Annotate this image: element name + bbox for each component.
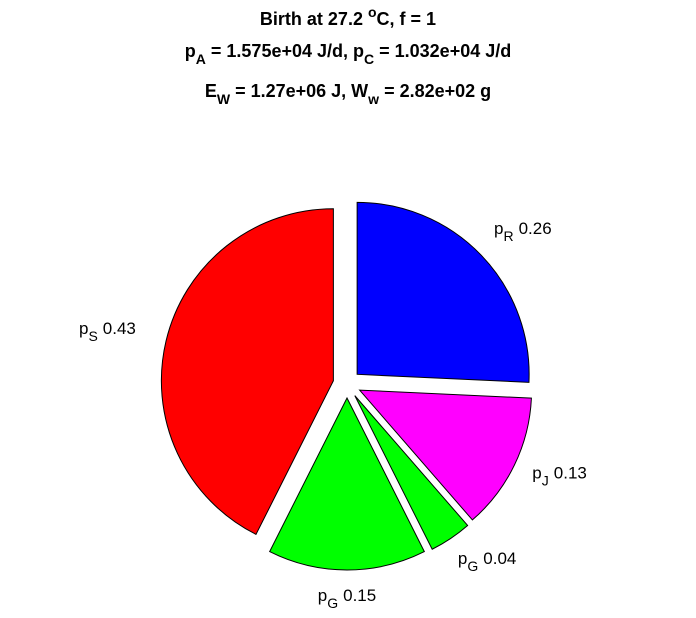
title-text: Birth at 27.2 [260,9,368,29]
label-value: 0.13 [554,464,587,483]
label-subscript: G [467,558,478,574]
superscript: o [368,4,377,20]
slice-label: pJ 0.13 [532,464,587,489]
label-value: 0.43 [103,319,136,338]
label-subscript: G [327,595,338,611]
label-subscript: S [88,328,97,344]
slice-label: pG 0.04 [458,549,516,574]
label-subscript: R [503,228,513,244]
subscript: C [364,51,374,67]
title-line: pA = 1.575e+04 J/d, pC = 1.032e+04 J/d [185,41,511,67]
label-value: 0.04 [483,549,516,568]
subscript: A [196,51,206,67]
title-text: E [205,81,217,101]
label-subscript: J [542,473,549,489]
pie-slice [358,389,532,521]
title-text: p [185,41,196,61]
slice-label: pS 0.43 [79,319,136,344]
pie-slice [354,395,469,550]
label-symbol: p [532,464,541,483]
label-symbol: p [458,549,467,568]
title-text: C, f = 1 [377,9,437,29]
title-text: = 1.032e+04 J/d [374,41,511,61]
pie-slice [160,208,334,536]
label-value: 0.15 [343,586,376,605]
title-text: = 1.27e+06 J, W [230,81,368,101]
label-value: 0.26 [519,219,552,238]
slice-label: pR 0.26 [494,219,552,244]
subscript: W [217,91,231,107]
title-text: = 2.82e+02 g [379,81,491,101]
title-line: Birth at 27.2 oC, f = 1 [260,4,436,29]
pie-slice [356,201,530,383]
subscript: w [367,91,379,107]
label-symbol: p [494,219,503,238]
title-text: = 1.575e+04 J/d, p [206,41,364,61]
slice-label: pG 0.15 [318,586,376,611]
label-symbol: p [318,586,327,605]
pie-slice [268,396,426,571]
label-symbol: p [79,319,88,338]
title-line: EW = 1.27e+06 J, Ww = 2.82e+02 g [205,81,491,107]
